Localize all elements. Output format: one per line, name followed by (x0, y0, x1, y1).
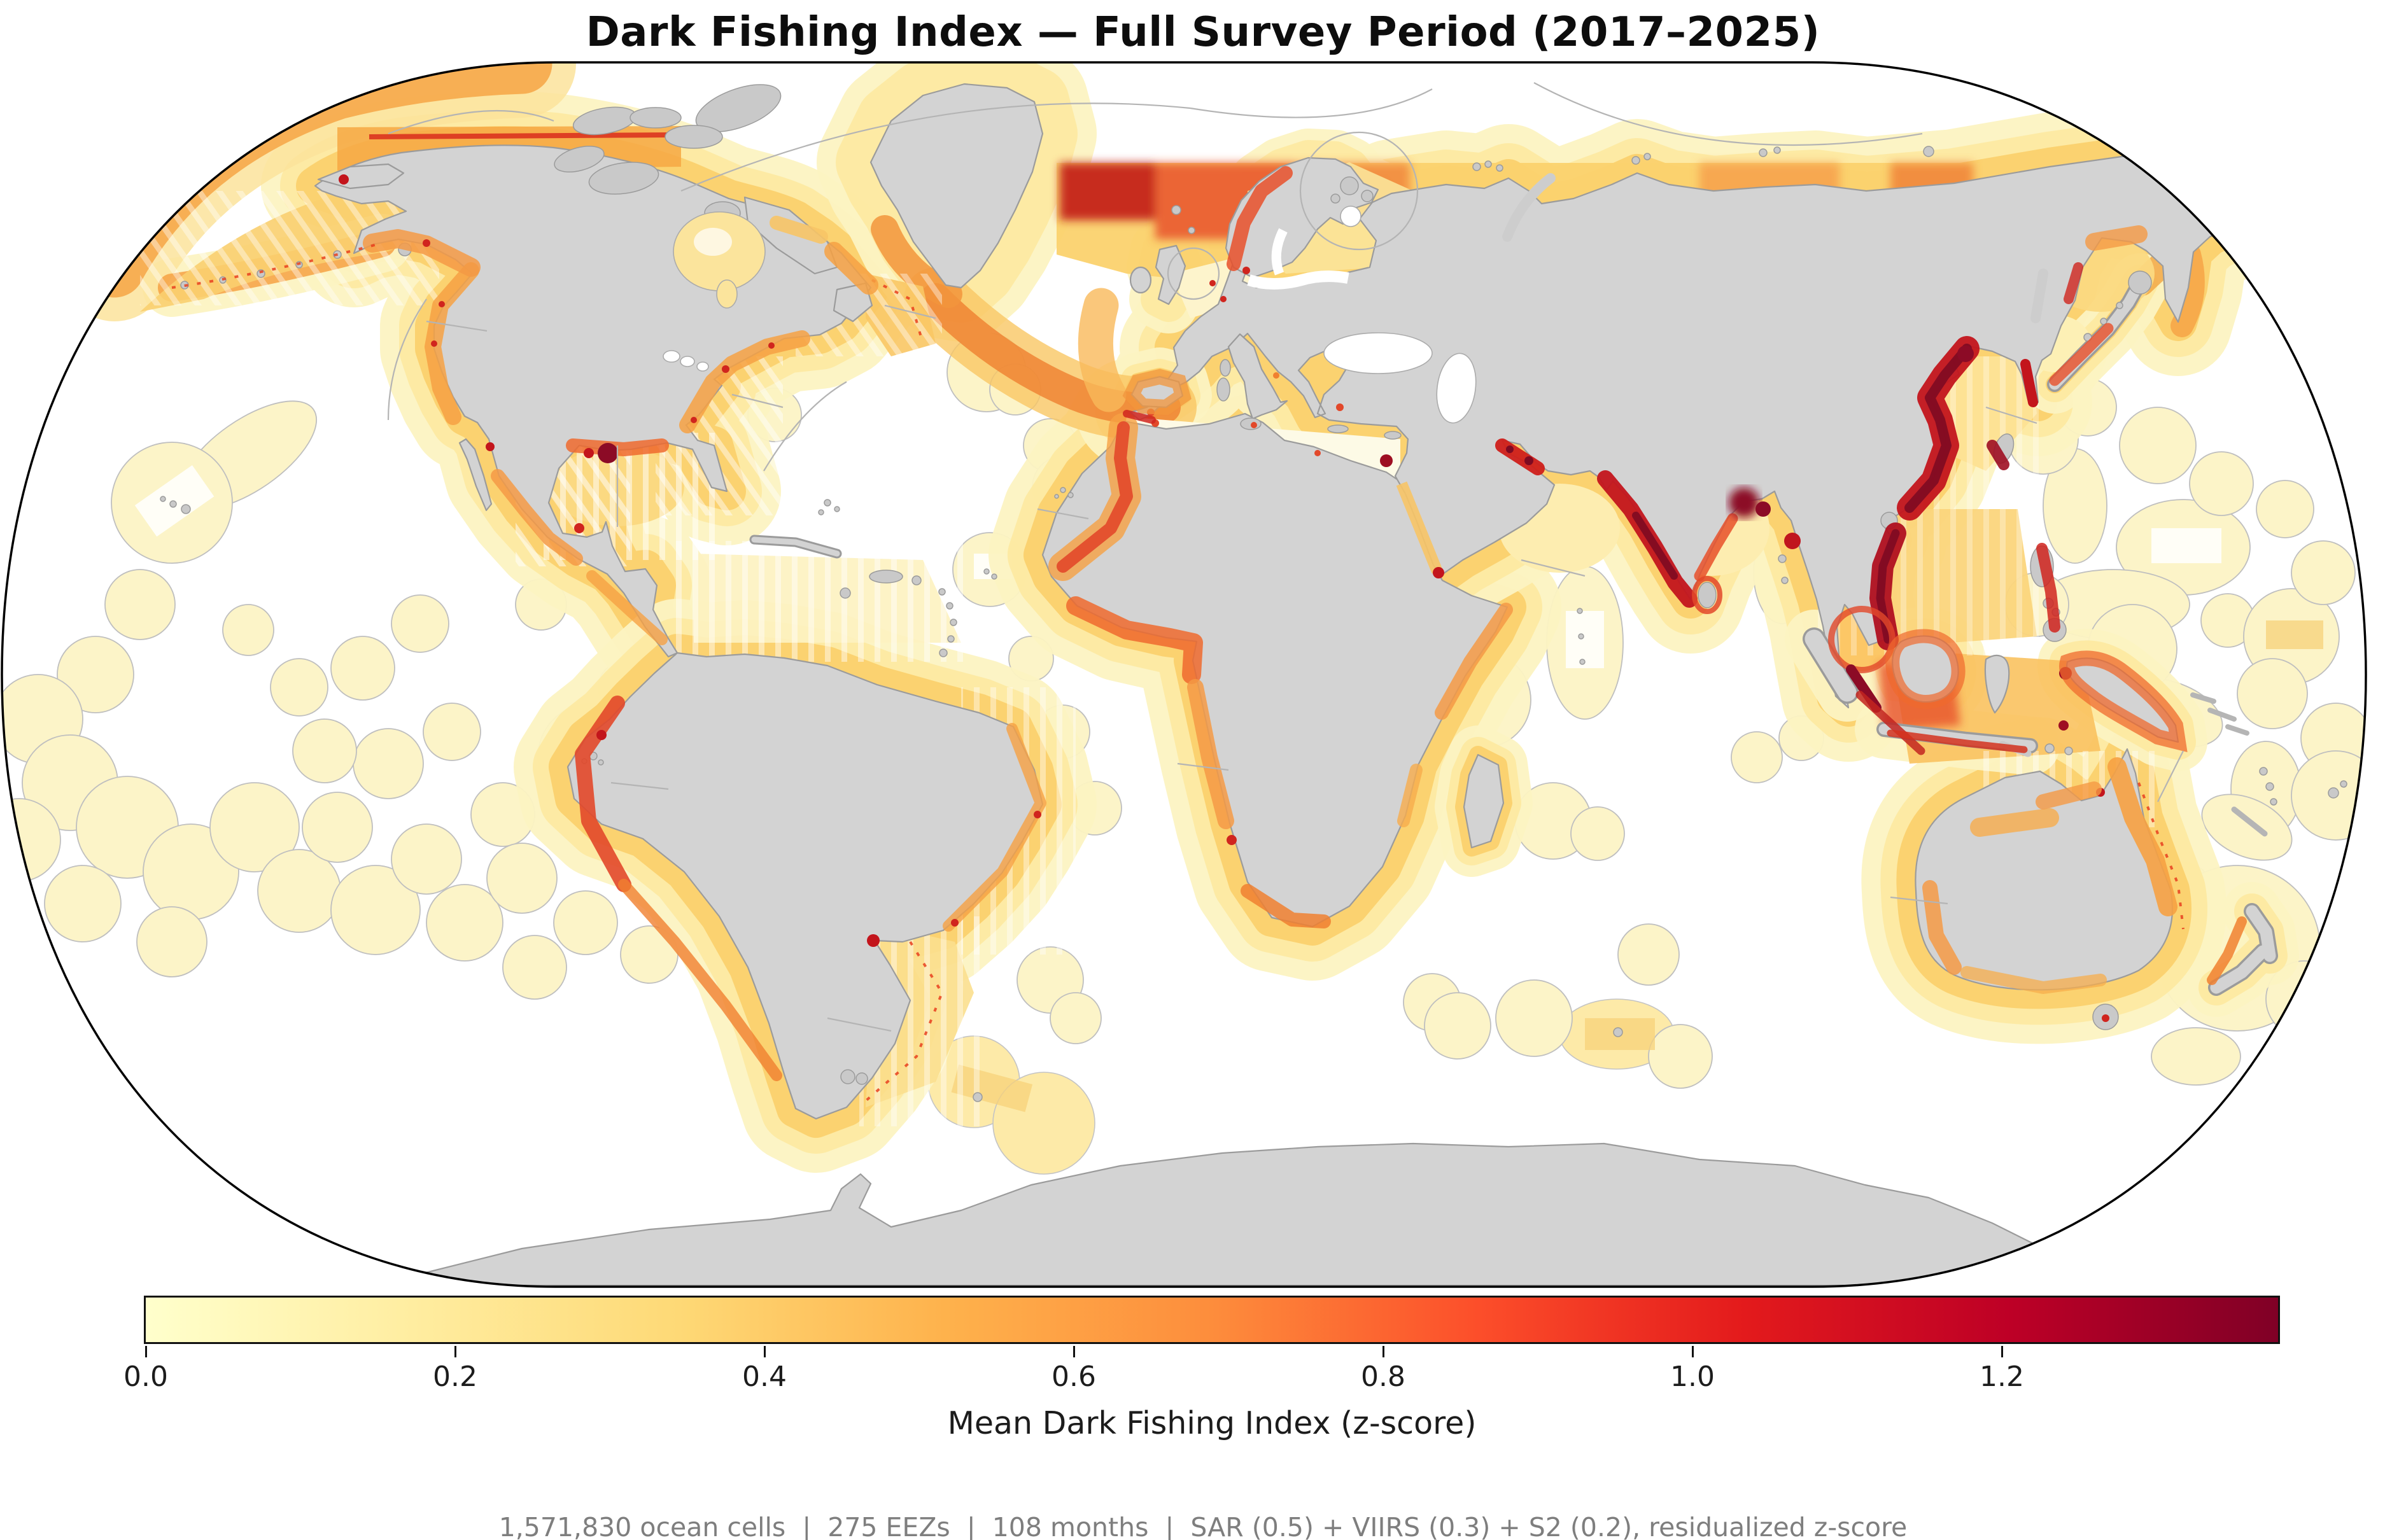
tick-mark (1692, 1346, 1694, 1357)
tick-label: 0.4 (742, 1361, 787, 1393)
map-container (0, 60, 2406, 1289)
tick-mark (1382, 1346, 1384, 1357)
tick-label: 0.0 (123, 1361, 168, 1393)
tick-label: 0.8 (1361, 1361, 1405, 1393)
colorbar-label: Mean Dark Fishing Index (z-score) (947, 1405, 1477, 1441)
tick-label: 1.0 (1670, 1361, 1715, 1393)
colorbar-gradient (144, 1296, 2280, 1344)
tick-label: 1.2 (1980, 1361, 2024, 1393)
chart-title: Dark Fishing Index — Full Survey Period … (586, 9, 1820, 56)
tick-mark (145, 1346, 147, 1357)
tick-mark (1073, 1346, 1075, 1357)
tick-mark (2001, 1346, 2003, 1357)
eez-boundary-lines (387, 82, 2184, 1032)
hotspot-bands (171, 166, 2247, 1102)
inland-waters (663, 206, 1477, 574)
tick-label: 0.6 (1052, 1361, 1096, 1393)
tick-label: 0.2 (433, 1361, 477, 1393)
tick-mark (454, 1346, 456, 1357)
map-outline (1, 61, 2367, 1288)
landmasses (160, 83, 2360, 1287)
world-map (1, 61, 2367, 1288)
tick-mark (764, 1346, 766, 1357)
stats-caption: 1,571,830 ocean cells | 275 EEZs | 108 m… (498, 1512, 1908, 1540)
